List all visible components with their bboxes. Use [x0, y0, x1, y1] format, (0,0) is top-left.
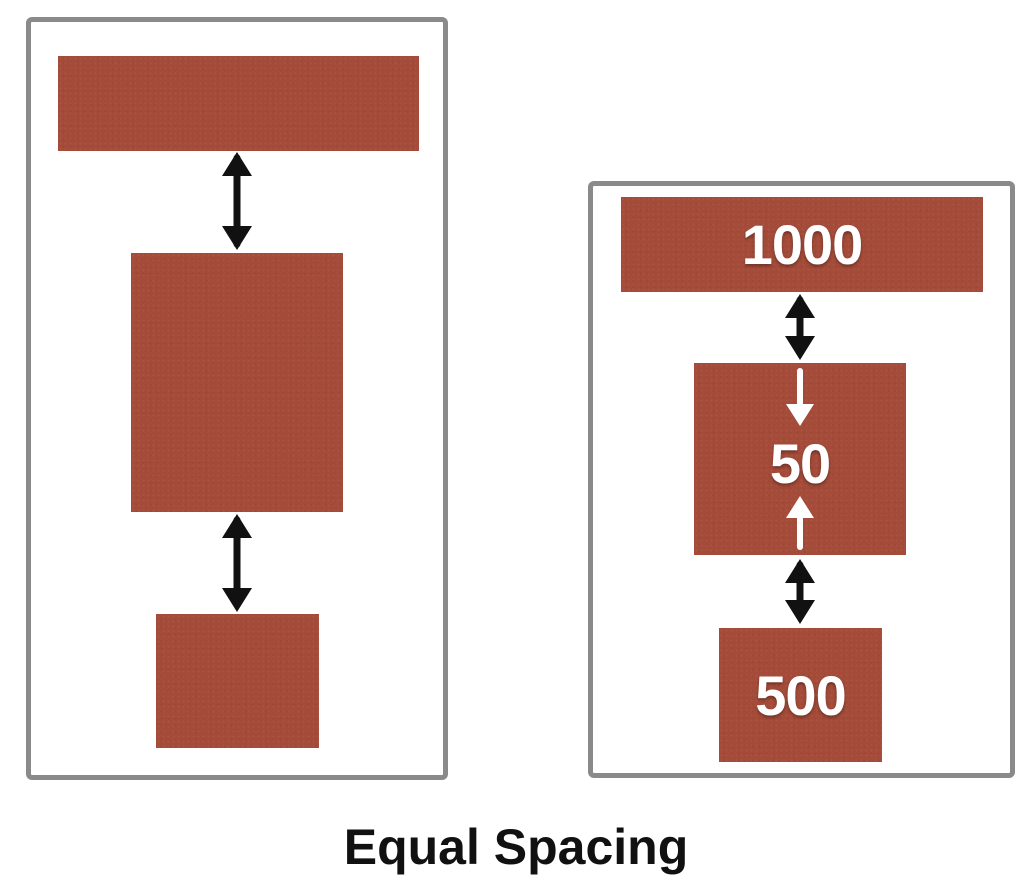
right-block-bottom: 500 [719, 628, 882, 762]
right-block-middle: 50 [694, 363, 906, 555]
right-block-bottom-label: 500 [755, 663, 846, 727]
right-block-middle-label: 50 [769, 431, 831, 495]
left-block-middle [131, 253, 343, 512]
right-block-top-label: 1000 [741, 213, 864, 276]
right-block-top: 1000 [621, 197, 983, 292]
left-block-top [58, 56, 419, 151]
caption: Equal Spacing [343, 819, 689, 875]
left-block-bottom [156, 614, 319, 748]
